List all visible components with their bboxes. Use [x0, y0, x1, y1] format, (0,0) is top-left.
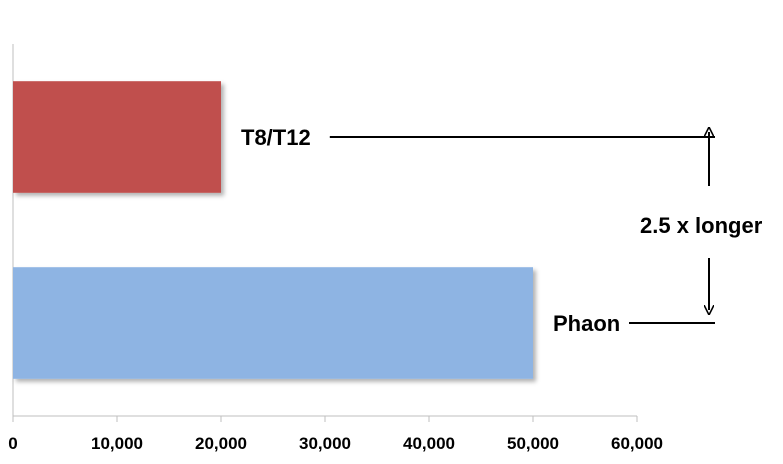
x-tick-label: 0	[8, 434, 17, 453]
x-tick-label: 30,000	[299, 434, 351, 453]
x-tick-label: 50,000	[507, 434, 559, 453]
x-tick-label: 10,000	[91, 434, 143, 453]
x-tick-label: 60,000	[611, 434, 663, 453]
bars	[13, 81, 533, 379]
annotation-label: 2.5 x longer	[640, 213, 763, 238]
bar-label: Phaon	[553, 311, 620, 336]
x-tick-labels: 0 10,000 20,000 30,000 40,000 50,000 60,000	[8, 434, 663, 453]
bar-labels: T8/T12 Phaon	[241, 125, 715, 336]
bar-label: T8/T12	[241, 125, 311, 150]
annotation: 2.5 x longer	[640, 132, 763, 310]
bar-phaon	[13, 267, 533, 379]
x-tick-label: 40,000	[403, 434, 455, 453]
x-tick-label: 20,000	[195, 434, 247, 453]
bar-t8-t12	[13, 81, 221, 193]
